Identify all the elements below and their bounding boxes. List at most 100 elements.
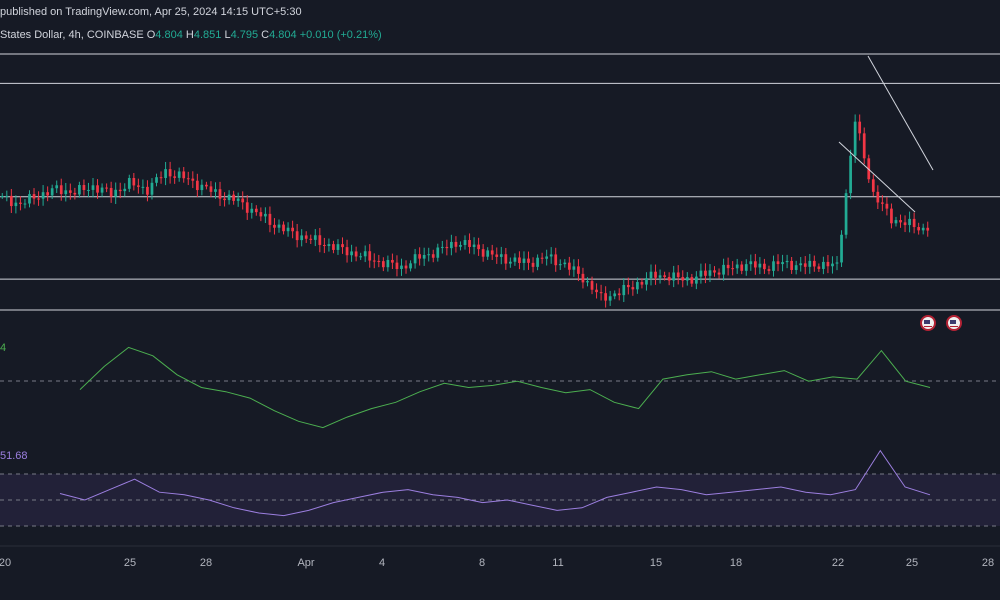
candle[interactable] bbox=[440, 240, 444, 254]
candle[interactable] bbox=[19, 196, 22, 211]
candle[interactable] bbox=[123, 183, 127, 197]
candle[interactable] bbox=[654, 264, 657, 285]
candle[interactable] bbox=[794, 260, 798, 275]
candle[interactable] bbox=[141, 179, 145, 195]
candle[interactable] bbox=[622, 278, 626, 303]
candle[interactable] bbox=[368, 244, 372, 268]
candle[interactable] bbox=[667, 272, 671, 286]
candle[interactable] bbox=[749, 254, 753, 271]
candle[interactable] bbox=[241, 191, 245, 210]
candle[interactable] bbox=[840, 230, 843, 267]
candle[interactable] bbox=[350, 244, 353, 262]
candle[interactable] bbox=[509, 257, 512, 268]
candle[interactable] bbox=[758, 257, 762, 275]
candle[interactable] bbox=[78, 181, 81, 198]
candle[interactable] bbox=[132, 172, 136, 191]
candle[interactable] bbox=[590, 276, 594, 295]
candle[interactable] bbox=[345, 239, 349, 263]
candle[interactable] bbox=[354, 246, 358, 262]
candle[interactable] bbox=[304, 231, 308, 243]
candle[interactable] bbox=[300, 229, 304, 247]
candle[interactable] bbox=[595, 283, 598, 299]
candle[interactable] bbox=[254, 205, 258, 216]
candle[interactable] bbox=[921, 223, 925, 235]
candle[interactable] bbox=[404, 260, 408, 274]
candle[interactable] bbox=[554, 247, 558, 272]
candle[interactable] bbox=[459, 241, 462, 251]
candle[interactable] bbox=[844, 189, 848, 239]
candle[interactable] bbox=[155, 173, 158, 187]
candle[interactable] bbox=[295, 223, 299, 248]
candle[interactable] bbox=[218, 181, 222, 206]
candle[interactable] bbox=[359, 252, 363, 261]
candle[interactable] bbox=[826, 255, 830, 274]
candle[interactable] bbox=[50, 184, 54, 199]
candle[interactable] bbox=[127, 174, 131, 193]
candle[interactable] bbox=[164, 161, 167, 186]
candle[interactable] bbox=[363, 245, 367, 263]
candle[interactable] bbox=[100, 183, 104, 197]
candle[interactable] bbox=[699, 263, 703, 284]
candle[interactable] bbox=[481, 244, 485, 262]
candle[interactable] bbox=[41, 185, 45, 206]
candle[interactable] bbox=[391, 253, 394, 270]
candle[interactable] bbox=[327, 238, 331, 252]
candle[interactable] bbox=[468, 233, 471, 254]
candle[interactable] bbox=[46, 186, 49, 202]
candle[interactable] bbox=[735, 258, 739, 274]
candle[interactable] bbox=[114, 182, 118, 204]
candle[interactable] bbox=[785, 254, 789, 269]
candle[interactable] bbox=[409, 260, 412, 272]
candle[interactable] bbox=[395, 255, 399, 277]
candle[interactable] bbox=[858, 114, 862, 141]
candle[interactable] bbox=[549, 247, 553, 264]
candle[interactable] bbox=[0, 193, 4, 199]
candle[interactable] bbox=[386, 255, 390, 272]
candle[interactable] bbox=[341, 237, 344, 254]
candle[interactable] bbox=[894, 216, 898, 227]
candle[interactable] bbox=[527, 251, 530, 270]
candle[interactable] bbox=[150, 178, 154, 200]
candle[interactable] bbox=[205, 181, 208, 190]
candle[interactable] bbox=[400, 258, 403, 276]
candle[interactable] bbox=[214, 182, 217, 199]
candle[interactable] bbox=[486, 247, 490, 260]
candle[interactable] bbox=[531, 257, 535, 273]
candle[interactable] bbox=[323, 237, 326, 254]
candle[interactable] bbox=[903, 215, 907, 233]
candle[interactable] bbox=[422, 247, 426, 266]
candle[interactable] bbox=[268, 206, 272, 233]
candle[interactable] bbox=[64, 182, 68, 202]
candle[interactable] bbox=[332, 240, 335, 254]
candle[interactable] bbox=[82, 179, 86, 196]
candle[interactable] bbox=[917, 222, 921, 235]
candle[interactable] bbox=[695, 271, 698, 290]
candle[interactable] bbox=[717, 268, 721, 279]
candle[interactable] bbox=[518, 251, 521, 270]
candle[interactable] bbox=[250, 202, 254, 219]
candle[interactable] bbox=[567, 256, 571, 276]
candle[interactable] bbox=[722, 258, 725, 281]
candle[interactable] bbox=[799, 256, 803, 272]
candle[interactable] bbox=[227, 190, 231, 205]
candle[interactable] bbox=[313, 229, 317, 247]
candle[interactable] bbox=[209, 181, 213, 198]
candle[interactable] bbox=[881, 195, 884, 212]
candle[interactable] bbox=[413, 248, 417, 269]
candle[interactable] bbox=[767, 265, 771, 275]
candle[interactable] bbox=[808, 253, 812, 274]
candle[interactable] bbox=[862, 127, 866, 165]
candle[interactable] bbox=[309, 234, 313, 244]
candle[interactable] bbox=[790, 256, 793, 274]
candle[interactable] bbox=[631, 280, 635, 296]
candle[interactable] bbox=[282, 221, 285, 235]
candle[interactable] bbox=[182, 167, 186, 183]
candle[interactable] bbox=[381, 257, 385, 272]
symbol-name[interactable]: States Dollar, 4h, COINBASE bbox=[0, 29, 144, 41]
candle[interactable] bbox=[658, 269, 662, 284]
candle[interactable] bbox=[690, 273, 694, 287]
candle[interactable] bbox=[23, 199, 27, 209]
candle[interactable] bbox=[626, 277, 630, 295]
candle[interactable] bbox=[191, 171, 195, 189]
candle[interactable] bbox=[890, 203, 893, 229]
